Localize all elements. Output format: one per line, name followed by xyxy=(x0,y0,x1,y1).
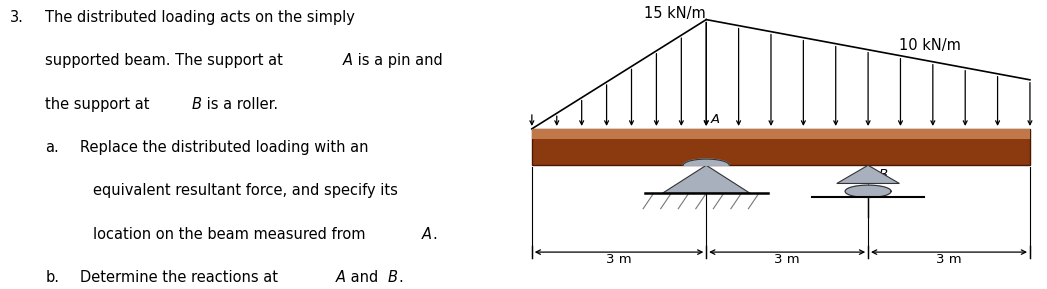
Text: the support at: the support at xyxy=(45,97,154,112)
Text: location on the beam measured from: location on the beam measured from xyxy=(93,227,371,242)
Polygon shape xyxy=(684,159,729,165)
Text: b.: b. xyxy=(45,270,60,285)
Polygon shape xyxy=(837,165,899,184)
Text: 3 m: 3 m xyxy=(936,253,962,266)
Text: The distributed loading acts on the simply: The distributed loading acts on the simp… xyxy=(45,10,355,25)
Text: a.: a. xyxy=(45,140,59,155)
Text: equivalent resultant force, and specify its: equivalent resultant force, and specify … xyxy=(93,184,398,199)
Text: 10 kN/m: 10 kN/m xyxy=(899,38,961,53)
Text: B: B xyxy=(878,168,888,181)
Text: A: A xyxy=(711,113,719,126)
Text: A: A xyxy=(342,53,353,68)
Text: is a roller.: is a roller. xyxy=(202,97,279,112)
Text: B: B xyxy=(387,270,398,285)
Text: and: and xyxy=(346,270,383,285)
Text: 3 m: 3 m xyxy=(775,253,800,266)
Text: .: . xyxy=(432,227,438,242)
Text: Determine the reactions at: Determine the reactions at xyxy=(80,270,283,285)
Text: is a pin and: is a pin and xyxy=(353,53,443,68)
Polygon shape xyxy=(663,165,750,193)
Text: 3.: 3. xyxy=(9,10,24,25)
Text: 3 m: 3 m xyxy=(606,253,631,266)
Text: A: A xyxy=(335,270,346,285)
Polygon shape xyxy=(845,185,891,197)
Text: .: . xyxy=(398,270,403,285)
Text: supported beam. The support at: supported beam. The support at xyxy=(45,53,288,68)
Text: Replace the distributed loading with an: Replace the distributed loading with an xyxy=(80,140,369,155)
Bar xyxy=(532,129,1030,165)
Text: A: A xyxy=(422,227,432,242)
Text: 15 kN/m: 15 kN/m xyxy=(644,5,706,21)
Bar xyxy=(532,129,1030,139)
Text: B: B xyxy=(192,97,201,112)
